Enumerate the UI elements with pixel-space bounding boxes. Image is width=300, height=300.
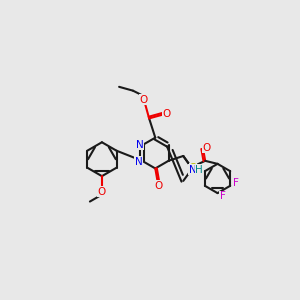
Text: N: N <box>136 140 143 150</box>
Text: O: O <box>154 181 163 191</box>
Text: S: S <box>190 164 196 173</box>
Text: F: F <box>220 191 226 201</box>
Text: N: N <box>189 165 196 175</box>
Text: O: O <box>203 143 211 153</box>
Text: O: O <box>140 95 148 105</box>
Text: O: O <box>163 109 171 119</box>
Text: N: N <box>135 157 143 166</box>
Text: O: O <box>98 187 106 196</box>
Text: H: H <box>195 165 203 175</box>
Text: F: F <box>233 178 239 188</box>
